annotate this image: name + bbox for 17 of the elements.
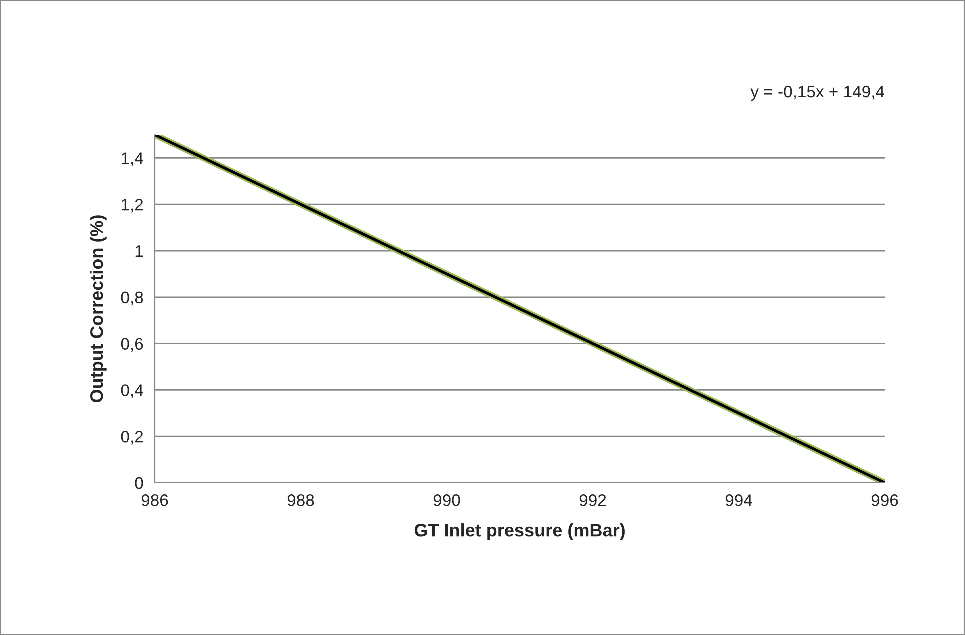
y-tick-label: 0,6 [121,338,144,352]
y-tick-label: 0,8 [121,292,144,306]
x-tick-label: 988 [288,494,314,506]
text: y = -0,15x + 149,4 [750,86,885,102]
x-axis-title: GT Inlet pressure (mBar) [414,524,625,540]
x-tick-label: 996 [872,494,898,506]
x-tick-label: 990 [434,494,460,506]
y-tick-label: 0,4 [121,384,144,398]
y-tick-label: 1,4 [122,152,144,166]
x-tick-label: 994 [726,494,752,506]
y-axis-title: Output Correction (%) [90,216,107,403]
y-tick-label: 0,2 [121,431,144,445]
y-tick-label: 1,2 [122,199,144,213]
x-tick-label: 986 [142,494,168,506]
y-tick-label: 1 [136,246,144,258]
x-tick-label: 992 [580,494,606,506]
y-tick-label: 0 [135,477,144,490]
